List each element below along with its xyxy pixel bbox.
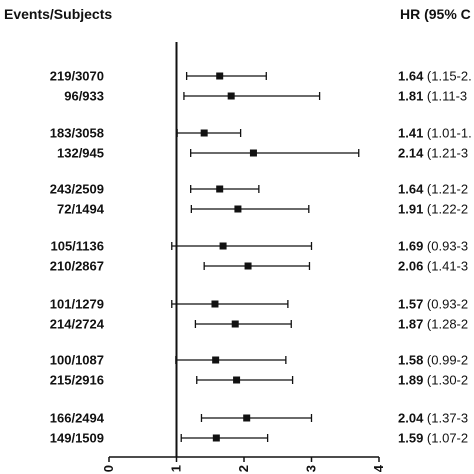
events-subjects-label: 132/945 xyxy=(57,146,104,161)
x-tick-label: 4 xyxy=(371,464,386,472)
hr-ci-label: 1.64 (1.21-2 xyxy=(398,182,468,197)
hr-point-marker xyxy=(212,434,220,442)
hr-ci-label: 1.69 (0.93-3 xyxy=(398,239,468,254)
events-subjects-label: 105/1136 xyxy=(50,239,104,254)
events-subjects-label: 149/1509 xyxy=(50,431,104,446)
forest-row: 183/3058 1.41 (1.01-1. xyxy=(50,126,472,141)
hr-point-marker xyxy=(212,356,220,364)
hr-point-marker xyxy=(233,376,241,384)
events-subjects-label: 96/933 xyxy=(64,89,104,104)
forest-row: 214/2724 1.87 (1.28-2 xyxy=(50,317,468,332)
events-subjects-label: 243/2509 xyxy=(50,182,104,197)
forest-row: 72/1494 1.91 (1.22-2 xyxy=(57,202,468,217)
events-subjects-header: Events/Subjects xyxy=(4,6,113,22)
hr-point-marker xyxy=(244,262,252,270)
x-tick-label: 0 xyxy=(101,465,116,472)
events-subjects-label: 210/2867 xyxy=(50,259,104,274)
hr-ci-label: 1.81 (1.11-3 xyxy=(398,89,467,104)
events-subjects-label: 183/3058 xyxy=(50,126,104,141)
hr-ci-header: HR (95% C xyxy=(400,6,471,22)
events-subjects-label: 215/2916 xyxy=(50,373,104,388)
events-subjects-label: 166/2494 xyxy=(50,411,105,426)
forest-row: 215/2916 1.89 (1.30-2 xyxy=(50,373,468,388)
hr-point-marker xyxy=(216,185,224,193)
hr-ci-label: 1.64 (1.15-2. xyxy=(398,69,472,84)
forest-row: 149/1509 1.59 (1.07-2 xyxy=(50,431,468,446)
hr-ci-label: 1.57 (0.93-2 xyxy=(398,297,468,312)
events-subjects-label: 101/1279 xyxy=(50,297,104,312)
hr-ci-label: 1.58 (0.99-2 xyxy=(398,353,468,368)
hr-ci-label: 1.91 (1.22-2 xyxy=(398,202,468,217)
forest-row: 219/3070 1.64 (1.15-2. xyxy=(50,69,472,84)
forest-row: 105/1136 1.69 (0.93-3 xyxy=(50,239,468,254)
x-tick-label: 1 xyxy=(169,465,184,472)
forest-row: 210/2867 2.06 (1.41-3 xyxy=(50,259,468,274)
forest-row: 101/1279 1.57 (0.93-2 xyxy=(50,297,468,312)
hr-point-marker xyxy=(227,92,235,100)
forest-row: 166/2494 2.04 (1.37-3 xyxy=(50,411,468,426)
hr-point-marker xyxy=(211,300,219,308)
events-subjects-label: 100/1087 xyxy=(50,353,104,368)
hr-ci-label: 1.41 (1.01-1. xyxy=(398,126,472,141)
hr-point-marker xyxy=(243,414,251,422)
events-subjects-label: 214/2724 xyxy=(50,317,105,332)
hr-ci-label: 2.04 (1.37-3 xyxy=(398,411,468,426)
forest-rows: 219/3070 1.64 (1.15-2. 96/933 1.81 (1.11-3 1… xyxy=(50,69,472,446)
hr-ci-label: 2.14 (1.21-3 xyxy=(398,146,468,161)
x-tick-label: 3 xyxy=(304,465,319,472)
hr-ci-label: 1.59 (1.07-2 xyxy=(398,431,468,446)
hr-ci-label: 1.87 (1.28-2 xyxy=(398,317,468,332)
hr-ci-label: 2.06 (1.41-3 xyxy=(398,259,468,274)
x-tick-label: 2 xyxy=(236,465,251,472)
hr-point-marker xyxy=(216,72,224,80)
hr-point-marker xyxy=(249,149,257,157)
forest-row: 243/2509 1.64 (1.21-2 xyxy=(50,182,468,197)
forest-row: 100/1087 1.58 (0.99-2 xyxy=(50,353,468,368)
hr-point-marker xyxy=(219,242,227,250)
x-axis: 0 1 2 3 4 xyxy=(101,42,386,472)
events-subjects-label: 219/3070 xyxy=(50,69,104,84)
hr-point-marker xyxy=(200,129,208,137)
forest-row: 132/945 2.14 (1.21-3 xyxy=(57,146,468,161)
hr-point-marker xyxy=(234,205,242,213)
forest-row: 96/933 1.81 (1.11-3 xyxy=(64,89,467,104)
events-subjects-label: 72/1494 xyxy=(57,202,105,217)
hr-point-marker xyxy=(231,320,239,328)
hr-ci-label: 1.89 (1.30-2 xyxy=(398,373,468,388)
